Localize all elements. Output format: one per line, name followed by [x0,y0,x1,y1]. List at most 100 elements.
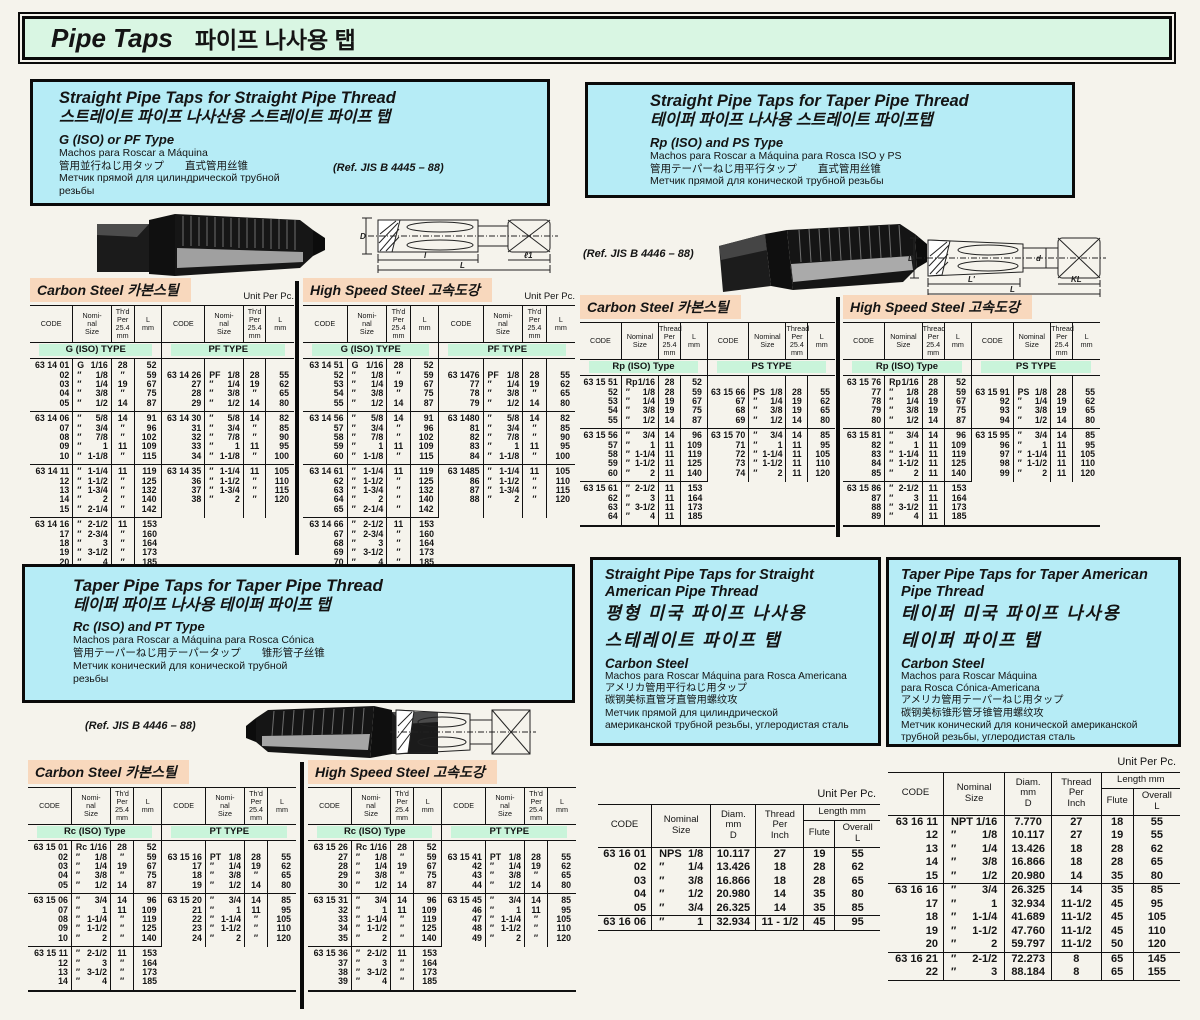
cell: ″ 1 [942,897,1005,912]
span: ″ [355,879,361,890]
div: 14 [792,414,802,425]
div: ″ 1 [885,440,922,450]
div: 29 [191,397,202,408]
column-header: CODE [970,321,1014,361]
div: 11 [928,492,938,503]
cell-column: 28 ″ 19 ″ 14 [386,358,411,412]
div: 11 [1057,439,1067,450]
cell-column: 63 15 45 46 47 48 49 [441,893,486,947]
span: 1/4 [770,396,783,407]
div: 64 [333,494,344,505]
cell: 45 [1100,911,1134,925]
ellipse [957,260,1019,272]
span: 3/4 [371,422,384,433]
cell: 18 [755,861,804,875]
div: 11 [1057,467,1067,478]
td: PF TYPE [161,342,294,360]
span: ″ [351,441,356,452]
div: ″ [532,431,537,442]
div: 59 [608,458,618,469]
span: 3/8 [642,405,656,416]
span: ″ [351,503,356,514]
cell-column: 63 15 91 92 93 94 [970,375,1014,429]
cell-column [268,947,296,991]
span: 3/8 [906,405,919,416]
div: ″ 3/4 [206,895,244,905]
cell-column: ″ 2-1/2 ″ 2-3/4 ″ 3 ″ 3-1/2 ″ 4 [346,517,387,572]
span: ″ [950,966,957,979]
div: 11 [792,467,802,478]
span: 1/8 [374,851,388,862]
div: 14 [1056,430,1067,441]
div: ″ [120,369,125,380]
text: D [908,254,914,263]
div: ″ 3-1/2 [73,547,111,557]
div: ″ 1 [749,440,785,450]
span: ″ [209,413,214,424]
div: 67 [735,396,746,407]
div: PF 1/8 [205,370,243,380]
div: 14 [397,895,407,906]
span: ″ [75,948,81,959]
div: ″ 3/4 [622,430,658,440]
div: ″ [399,923,405,934]
span: 2 [378,494,384,505]
section-box-npt: Taper Pipe Taps for Taper American Pipe … [886,557,1181,747]
span: 1-1/2 [366,923,388,934]
cell-column: ″ 3/4 ″ 1 ″ 1-1/4 ″ 1-1/2 ″ 2 [1012,428,1051,482]
cell-column: 63 14 16 17 18 19 20 [30,517,73,572]
span: 1-1/2 [86,923,108,934]
div: ″ 1/2 [348,398,387,408]
cell-column: 28 19 19 14 [1050,375,1073,429]
cell-column: ″ 3/4 ″ 1 ″ 1-1/4 ″ 1-1/2 ″ 2 [884,428,923,482]
material-label: Carbon Steel [901,655,985,671]
span: 1 [102,441,108,452]
div: 119 [951,448,966,459]
div: 44 [472,879,482,890]
type-label: Rp (ISO) and PS Type [650,134,784,150]
div: 19 [664,405,675,416]
table-rp-ps-carbon: Carbon Steel 카본스틸 CODE Nominal Size Thread … [580,295,835,527]
span: ″ [77,556,82,567]
span: ″ [77,369,82,380]
span: 1-1/4 [898,448,919,459]
div: 63 14 11 [35,466,70,477]
spec-table: CODE Nominal Size Thread Per 25.4 mm L mm CO… [580,321,835,527]
cell-column: 11 ″ ″ ″ ″ [110,464,134,518]
span: ″ [950,829,957,842]
material-label: Carbon Steel [605,655,689,671]
section-box-rp-ps: Straight Pipe Taps for Taper Pipe Thread… [585,82,1075,198]
div: 23 [192,923,202,934]
line [858,226,862,260]
div: 68 [735,405,746,416]
span: 2 [991,938,998,951]
div: 46 [472,904,482,915]
span: Rc [355,842,368,853]
div: ″ 3-1/2 [885,502,922,512]
div: 04 [59,388,70,399]
span: ″ [487,450,492,461]
div: 14 [59,494,70,505]
div: ″ 1-1/4 [622,449,658,459]
div: 03 [59,379,70,390]
cell-column: 55 62 65 80 [807,375,835,429]
span: ″ [753,405,758,416]
div: ″ 1-1/2 [73,476,111,486]
cell-column: 91 96 102 109 115 [409,411,439,465]
div: ″ [119,913,125,924]
span: ″ [753,430,758,441]
div: ″ 2 [885,468,922,478]
cell-column: 153 164 173 185 [679,481,708,526]
div: 80 [561,879,571,890]
div: 125 [141,475,157,486]
div: ″ 1/8 [352,851,390,862]
div: 74 [735,467,746,478]
div: 14 [249,397,260,408]
cell: ″ 2-1/2 [942,951,1005,967]
div: 73 [735,458,746,469]
column-header: CODE [161,786,206,826]
div: 85 [560,422,570,433]
cell: 10.117 [1004,829,1052,843]
cell: 8 [1051,951,1102,967]
div: 85 [561,895,571,906]
